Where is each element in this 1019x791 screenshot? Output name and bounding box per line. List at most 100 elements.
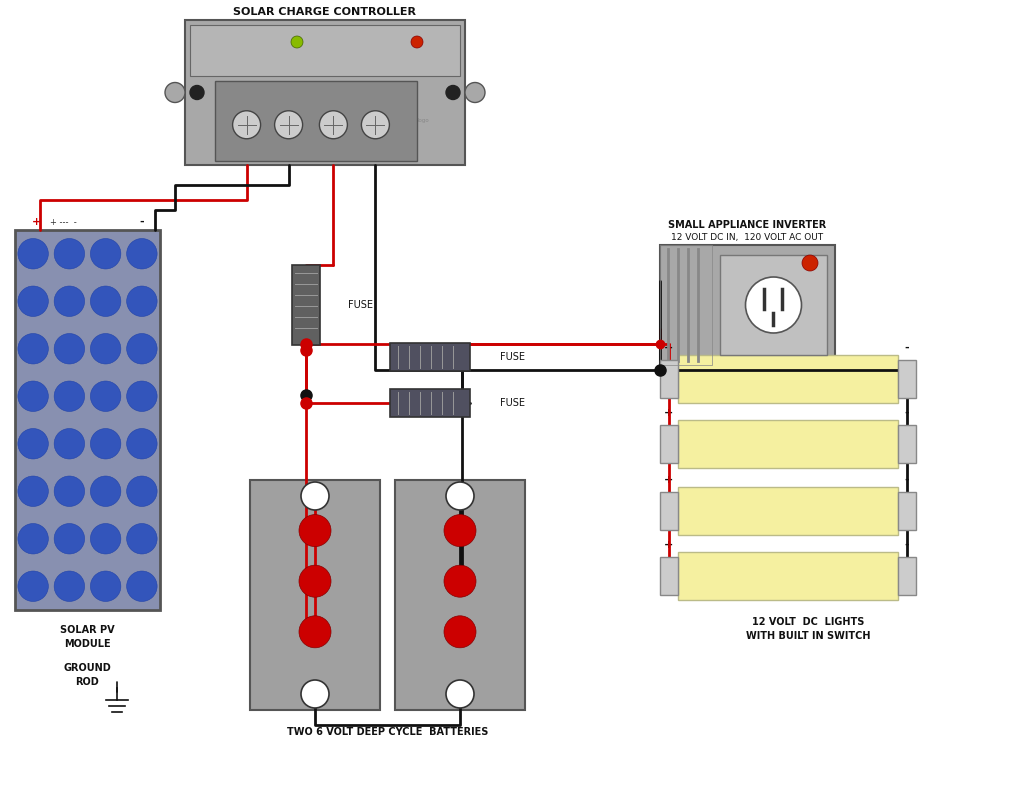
Text: +: + — [33, 217, 42, 227]
Circle shape — [190, 85, 204, 100]
Circle shape — [445, 482, 474, 510]
Text: + ---  -: + --- - — [50, 218, 76, 226]
Text: BATTERY: BATTERY — [334, 62, 371, 70]
Circle shape — [299, 515, 331, 547]
Text: -: - — [374, 81, 377, 90]
Circle shape — [54, 286, 85, 316]
Circle shape — [801, 255, 817, 271]
Circle shape — [443, 566, 476, 597]
Text: logo: logo — [417, 119, 428, 123]
Text: -: - — [286, 81, 289, 90]
Circle shape — [91, 429, 120, 459]
Text: 12 VOLT  DC  LIGHTS: 12 VOLT DC LIGHTS — [751, 617, 863, 627]
Text: -: - — [904, 540, 908, 550]
Bar — [659, 425, 678, 464]
Text: GROUND: GROUND — [63, 663, 111, 673]
Circle shape — [465, 82, 484, 103]
Circle shape — [299, 616, 331, 648]
Circle shape — [443, 616, 476, 648]
Text: -: - — [904, 343, 908, 353]
Circle shape — [54, 381, 85, 411]
Circle shape — [18, 334, 48, 364]
Text: +: + — [663, 343, 673, 353]
Circle shape — [54, 429, 85, 459]
Bar — [15, 230, 160, 610]
Bar — [389, 389, 470, 417]
Circle shape — [91, 524, 120, 554]
Text: +: + — [329, 81, 336, 90]
Circle shape — [126, 334, 157, 364]
Bar — [659, 557, 678, 595]
Bar — [678, 420, 897, 468]
Circle shape — [18, 571, 48, 601]
Bar — [190, 25, 460, 76]
Text: -: - — [904, 408, 908, 418]
Bar — [678, 487, 897, 535]
Text: +: + — [663, 475, 673, 485]
Bar — [897, 425, 915, 464]
Text: TWO 6 VOLT DEEP CYCLE  BATTERIES: TWO 6 VOLT DEEP CYCLE BATTERIES — [286, 727, 488, 737]
Bar — [897, 360, 915, 398]
Text: LOW VOLTAGE: LOW VOLTAGE — [310, 37, 369, 47]
Text: WITH BUILT IN SWITCH: WITH BUILT IN SWITCH — [745, 631, 869, 641]
Bar — [659, 245, 835, 365]
Circle shape — [301, 482, 329, 510]
Circle shape — [54, 334, 85, 364]
Text: FUSE: FUSE — [347, 300, 373, 310]
Circle shape — [91, 286, 120, 316]
Circle shape — [91, 239, 120, 269]
Bar — [897, 557, 915, 595]
Circle shape — [18, 381, 48, 411]
Bar — [389, 343, 470, 371]
Text: SMALL APPLIANCE INVERTER: SMALL APPLIANCE INVERTER — [667, 220, 825, 230]
Text: 12 VOLT DC IN,  120 VOLT AC OUT: 12 VOLT DC IN, 120 VOLT AC OUT — [671, 233, 822, 241]
Circle shape — [126, 239, 157, 269]
Text: SOLAR: SOLAR — [255, 62, 283, 70]
Bar — [678, 552, 897, 600]
Bar — [184, 20, 465, 165]
Text: FUSE: FUSE — [499, 352, 525, 362]
Text: FUSE: FUSE — [499, 398, 525, 408]
Circle shape — [445, 85, 460, 100]
Bar — [678, 355, 897, 403]
Circle shape — [274, 111, 303, 138]
Circle shape — [126, 429, 157, 459]
Circle shape — [299, 566, 331, 597]
Circle shape — [290, 36, 303, 48]
Circle shape — [91, 334, 120, 364]
Bar — [719, 255, 826, 355]
Circle shape — [445, 680, 474, 708]
Circle shape — [301, 680, 329, 708]
Bar — [215, 81, 416, 161]
Text: CHARGING: CHARGING — [222, 37, 268, 47]
Circle shape — [18, 286, 48, 316]
Circle shape — [18, 476, 48, 506]
Bar — [250, 480, 380, 710]
Circle shape — [54, 571, 85, 601]
Circle shape — [319, 111, 347, 138]
Bar — [897, 492, 915, 530]
Circle shape — [54, 476, 85, 506]
Circle shape — [54, 524, 85, 554]
Circle shape — [18, 239, 48, 269]
Circle shape — [18, 429, 48, 459]
Circle shape — [126, 476, 157, 506]
Circle shape — [361, 111, 389, 138]
Bar — [394, 480, 525, 710]
Circle shape — [91, 571, 120, 601]
Text: SOLAR CHARGE CONTROLLER: SOLAR CHARGE CONTROLLER — [233, 7, 416, 17]
Bar — [659, 360, 678, 398]
Circle shape — [126, 524, 157, 554]
Text: -: - — [140, 217, 144, 227]
Text: +: + — [243, 81, 250, 90]
Bar — [659, 492, 678, 530]
Text: -: - — [904, 475, 908, 485]
Circle shape — [411, 36, 423, 48]
Circle shape — [91, 381, 120, 411]
Text: -: - — [312, 687, 317, 701]
Text: SOLAR PV: SOLAR PV — [60, 625, 115, 635]
Circle shape — [91, 476, 120, 506]
Circle shape — [165, 82, 184, 103]
Text: +: + — [663, 408, 673, 418]
Circle shape — [54, 239, 85, 269]
